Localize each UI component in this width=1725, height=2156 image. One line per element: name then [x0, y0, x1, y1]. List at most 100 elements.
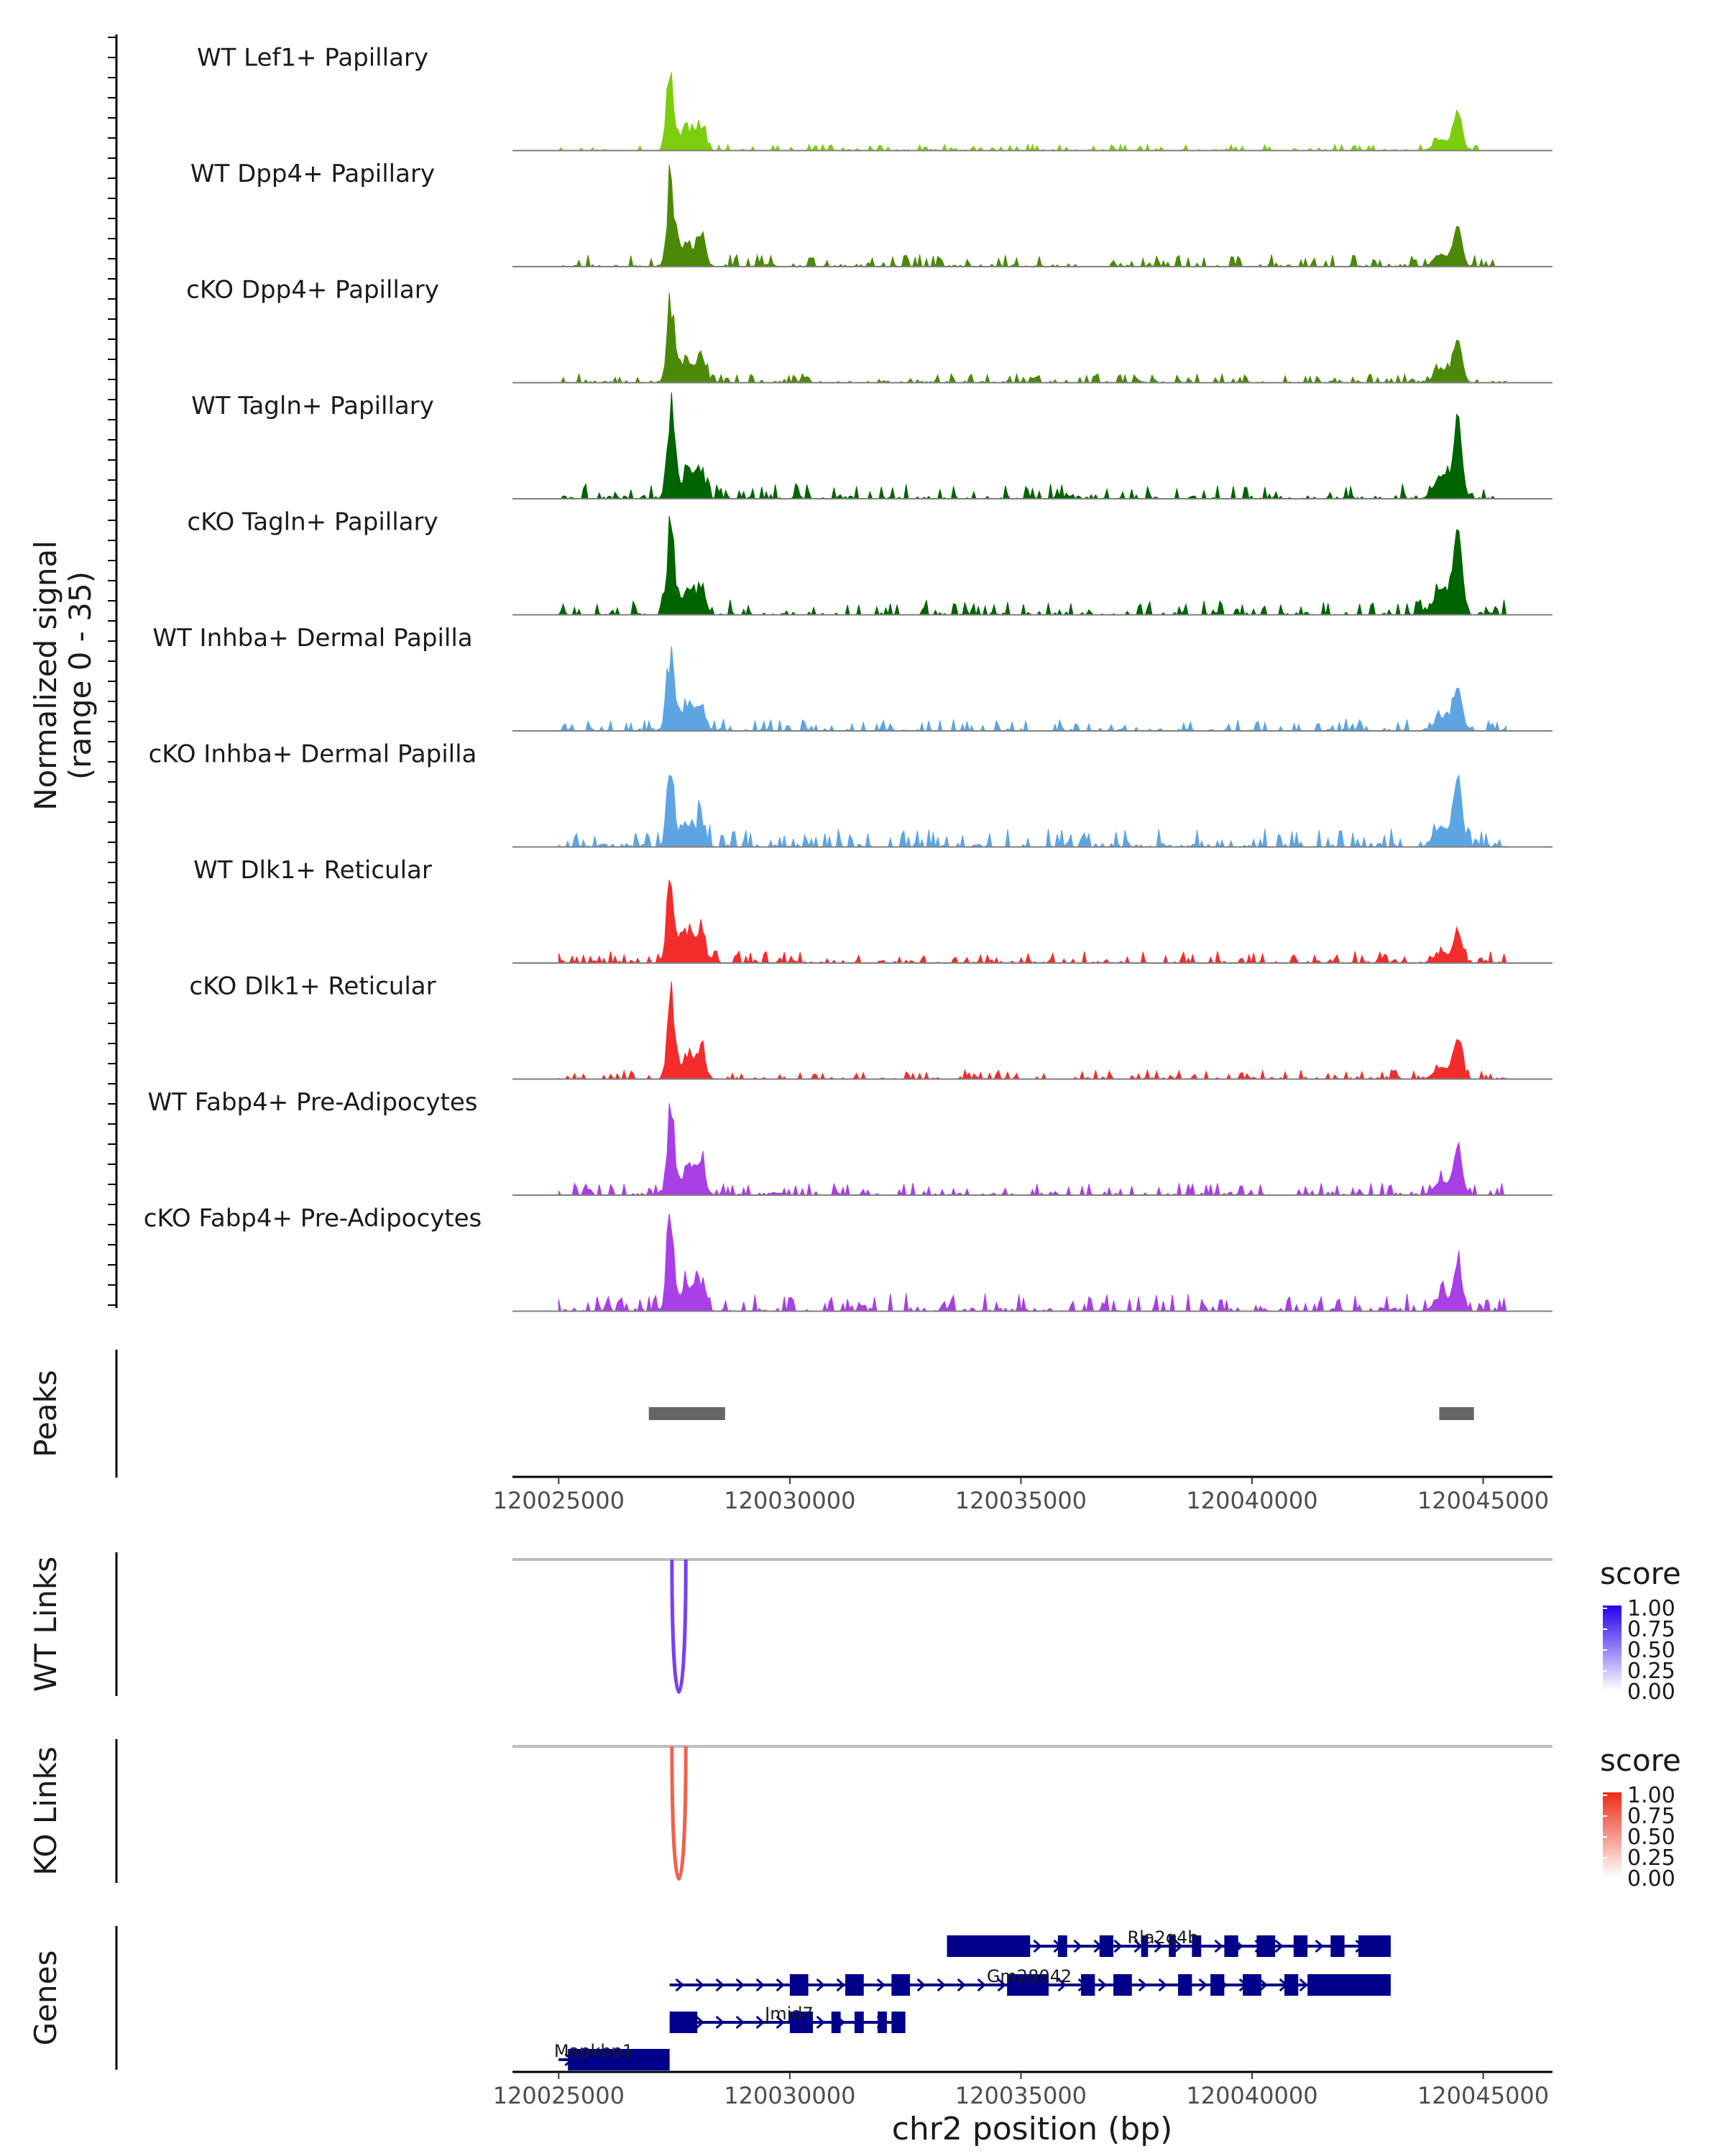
gene-exon [891, 1974, 911, 1996]
gene-exon [1178, 1974, 1192, 1996]
genes-panel: Genes Rla2g4b Gm28042 Jmjd7 Mapkbp1 1200250… [28, 1926, 1552, 2147]
gene-exon [845, 1974, 864, 1996]
gene-strand-arrow [776, 2015, 785, 2030]
gene-strand-arrow [836, 1978, 845, 1992]
gene-strand-arrow [1057, 1978, 1067, 1992]
gene-label: Rla2g4b [1127, 1927, 1198, 1948]
coverage-tracks: WT Lef1+ Papillary WT Dpp4+ Papillary cKO … [144, 44, 1552, 1313]
gene-strand-arrow [1158, 1978, 1167, 1992]
coverage-y-ticks [108, 37, 116, 1306]
gene-strand-arrow [755, 1978, 765, 1992]
legend-tick-label: 0.75 [1627, 1617, 1675, 1642]
gene-exon [1256, 1935, 1276, 1957]
gene-exon [1330, 1935, 1345, 1957]
gene-strand-arrow [715, 2015, 724, 2030]
gene-strand-arrow [1113, 1939, 1123, 1953]
peak-bar [648, 1407, 725, 1420]
x-tick-label: 120040000 [1186, 2082, 1317, 2109]
coverage-area [558, 1103, 1506, 1197]
gene-strand-arrow [1214, 1939, 1223, 1953]
gene-strand-arrow [816, 1978, 825, 1992]
coverage-track: WT Tagln+ Papillary [191, 392, 1552, 500]
gene-exon [669, 2012, 698, 2033]
gene-exon [891, 2012, 906, 2033]
gene-exon [1099, 1935, 1114, 1957]
gene-strand-arrow [1259, 1978, 1268, 1992]
gene-model: Jmjd7 [669, 2004, 906, 2033]
coverage-area [558, 1213, 1507, 1313]
coverage-area [558, 164, 1506, 268]
legend-tick-label: 0.75 [1627, 1804, 1675, 1829]
x-tick-label: 120025000 [493, 2082, 625, 2109]
track-label: cKO Inhba+ Dermal Papilla [149, 740, 477, 769]
gene-strand-arrow [1073, 1939, 1082, 1953]
gene-strand-arrow [1154, 1939, 1163, 1953]
gene-exon [854, 2012, 864, 2033]
genes-y-label: Genes [28, 1950, 63, 2046]
gene-strand-arrow [1033, 1939, 1042, 1953]
coverage-panel: Normalized signal (range 0 - 35) WT Lef1… [28, 34, 1552, 1313]
gene-strand-arrow [735, 2015, 745, 2030]
x-tick-label: 120035000 [955, 1487, 1087, 1514]
gene-strand-arrow [1133, 1939, 1143, 1953]
legend-colorbar [1603, 1792, 1622, 1877]
gene-model: Mapkbp1 [554, 2041, 670, 2070]
legend-tick-label: 1.00 [1627, 1783, 1675, 1808]
track-label: cKO Tagln+ Papillary [187, 508, 438, 537]
gene-exon [1007, 1974, 1049, 1996]
gene-exon [568, 2049, 670, 2070]
track-label: WT Tagln+ Papillary [191, 392, 434, 420]
track-label: cKO Fabp4+ Pre-Adipocytes [144, 1204, 482, 1233]
x-tick-label: 120035000 [955, 2082, 1087, 2109]
coverage-area [558, 392, 1506, 500]
legend-tick-label: 0.25 [1627, 1659, 1675, 1684]
legend-colorbar [1603, 1606, 1622, 1690]
gene-exon [947, 1935, 1031, 1957]
x-tick-label: 120030000 [724, 1487, 855, 1514]
coverage-track: WT Inhba+ Dermal Papilla [152, 624, 1552, 732]
gene-model: Gm28042 [669, 1966, 1391, 1996]
coverage-track: cKO Dpp4+ Papillary [186, 276, 1552, 384]
wt-links-legend-title: score [1600, 1556, 1681, 1591]
gene-strand-arrow [715, 1978, 724, 1992]
gene-exon [789, 1974, 809, 1996]
gene-strand-arrow [1174, 1939, 1183, 1953]
coverage-track: cKO Dlk1+ Reticular [189, 972, 1552, 1080]
peaks-panel: Peaks 120025000 120030000 120035000 1200400… [28, 1350, 1552, 1514]
peaks-x-ticks: 120025000 120030000 120035000 120040000 1200… [493, 1477, 1549, 1514]
gene-model: Rla2g4b [947, 1927, 1391, 1957]
wt-link-arcs [670, 1559, 688, 1694]
gene-strand-arrow [816, 2015, 825, 2030]
track-label: cKO Dlk1+ Reticular [189, 972, 436, 1001]
gene-exon [1224, 1935, 1238, 1957]
gene-exon [1057, 1935, 1067, 1957]
gene-label: Jmjd7 [763, 2004, 814, 2024]
links-panels: WT Links score 1.000.750.500.250.00 KO L… [28, 1552, 1681, 1892]
gene-exon [789, 2012, 814, 2033]
coverage-track: cKO Fabp4+ Pre-Adipocytes [144, 1204, 1552, 1313]
gene-exon [1284, 1974, 1299, 1996]
gene-strand-arrow [735, 1978, 745, 1992]
coverage-area [558, 645, 1507, 732]
wt-links-legend: 1.000.750.500.250.00 [1603, 1596, 1675, 1705]
genes-x-ticks: 120025000 120030000 120035000 120040000 1200… [493, 2072, 1549, 2109]
gene-exon [1141, 1935, 1149, 1957]
track-label: cKO Dpp4+ Papillary [186, 276, 439, 305]
track-label: WT Dlk1+ Reticular [193, 856, 432, 885]
gene-strand-arrow [1315, 1939, 1324, 1953]
gene-strand-arrow [916, 1978, 926, 1992]
track-label: WT Dpp4+ Papillary [190, 160, 435, 188]
legend-tick-label: 0.25 [1627, 1846, 1675, 1871]
wt-links-y-label: WT Links [28, 1557, 63, 1692]
track-label: WT Inhba+ Dermal Papilla [152, 624, 472, 653]
gene-exon [1081, 1974, 1095, 1996]
gene-strand-arrow [1274, 1939, 1284, 1953]
gene-exon [1113, 1974, 1132, 1996]
track-label: WT Lef1+ Papillary [197, 44, 428, 73]
x-tick-label: 120030000 [724, 2082, 855, 2109]
peak-bars [648, 1407, 1474, 1420]
coverage-track: WT Lef1+ Papillary [197, 44, 1552, 152]
gene-label: Mapkbp1 [554, 2041, 633, 2061]
ko-links-legend: 1.000.750.500.250.00 [1603, 1783, 1675, 1892]
